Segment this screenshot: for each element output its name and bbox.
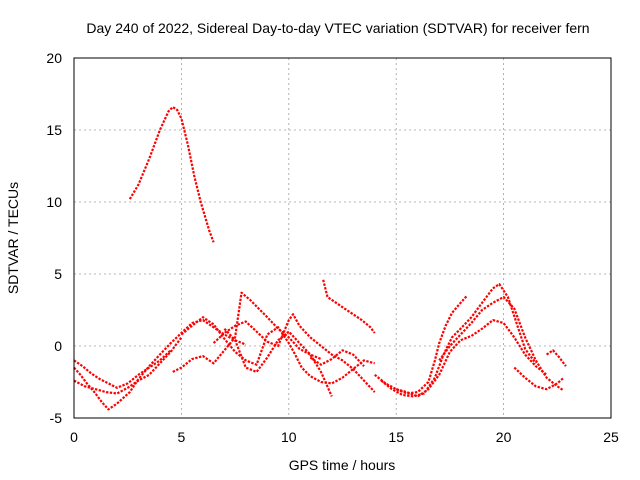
series-trace-sat-c (73, 349, 172, 389)
x-tick-label: 20 (496, 429, 512, 445)
series-trace-sat-f (180, 316, 375, 385)
x-tick-label: 0 (70, 429, 78, 445)
x-tick-labels: 0 5 10 15 20 25 (70, 429, 619, 445)
chart-title: Day 240 of 2022, Sidereal Day-to-day VTE… (86, 20, 589, 36)
series-trace-sat-k (374, 294, 468, 395)
series-trace-sat-m (395, 319, 548, 398)
y-tick-label: 15 (46, 122, 62, 138)
y-tick-label: -5 (50, 410, 63, 426)
y-tick-label: 10 (46, 194, 62, 210)
x-tick-label: 25 (603, 429, 619, 445)
x-axis-label: GPS time / hours (289, 457, 396, 473)
series-trace-sat-e (172, 291, 322, 373)
x-tick-label: 10 (281, 429, 297, 445)
x-tick-label: 5 (178, 429, 186, 445)
series-trace-sat-i (322, 279, 376, 334)
series-trace-sat-b (73, 319, 247, 411)
series-trace-sat-d (73, 336, 183, 395)
series-trace-sat-n (438, 295, 565, 392)
grid (74, 58, 611, 418)
y-tick-label: 0 (54, 338, 62, 354)
y-tick-labels: -5 0 5 10 15 20 (46, 50, 62, 426)
series-trace-sat-j (309, 349, 365, 367)
series-trace-sat-l (380, 283, 537, 398)
y-axis-label: SDTVAR / TECUs (5, 182, 21, 294)
data-traces (73, 105, 567, 411)
series-trace-sat-p (545, 349, 567, 367)
series-trace-sat-o (513, 366, 565, 391)
y-tick-label: 20 (46, 50, 62, 66)
y-tick-label: 5 (54, 266, 62, 282)
x-tick-label: 15 (388, 429, 404, 445)
series-trace-sat-h (223, 327, 333, 397)
plot-frame (73, 57, 612, 419)
series-trace-sat-g (212, 313, 376, 393)
series-trace-sat-a (128, 105, 215, 243)
